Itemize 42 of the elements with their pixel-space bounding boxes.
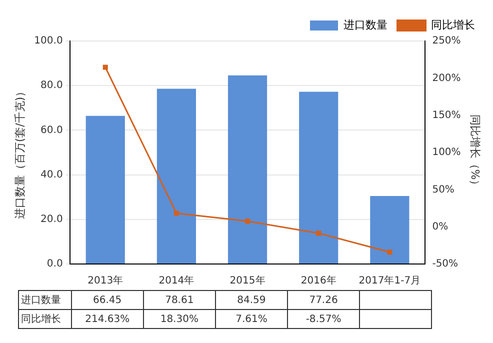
- bar: [86, 116, 125, 264]
- point: [387, 250, 392, 255]
- y-tick-label: 80.0: [40, 80, 63, 92]
- y2-tick-label: 50%: [432, 184, 454, 196]
- data-label: 66.45: [71, 290, 144, 310]
- text: 同比增长: [21, 314, 61, 325]
- y-tick-label: 40.0: [40, 169, 63, 180]
- y-tick-label: 0.0: [46, 258, 63, 270]
- y2-tick-label: 0%: [432, 221, 448, 232]
- x-tick-label: 2014年: [158, 274, 194, 287]
- point: [245, 218, 250, 224]
- data-label: 78.61: [143, 290, 216, 310]
- legend-label: 同比增长: [431, 18, 475, 32]
- point: [102, 64, 108, 70]
- legend-label: 进口数量: [344, 18, 388, 32]
- data-label: 84.59: [215, 290, 288, 310]
- y2-tick-label: -50%: [432, 258, 458, 270]
- y-tick-label: 100.0: [34, 36, 63, 47]
- bar: [228, 75, 268, 264]
- y-tick-label: 20.0: [40, 214, 63, 225]
- y2-tick-label: 100%: [432, 147, 461, 158]
- point: [174, 210, 179, 216]
- y2-tick-label: 150%: [432, 110, 461, 121]
- x-tick-label: 2013年: [88, 274, 124, 287]
- data-label: 214.63%: [71, 310, 144, 328]
- y2-tick-label: 200%: [432, 72, 461, 84]
- y-axis-title: 进口数量（百万(套/千克)）: [13, 86, 26, 220]
- data-label: 77.26: [288, 290, 360, 310]
- y2-axis-title: 同比增长（%）: [468, 114, 482, 191]
- data-label: -8.57%: [288, 310, 360, 328]
- bar: [370, 196, 410, 264]
- x-tick-label: 2016年: [300, 274, 336, 287]
- data-label: 7.61%: [215, 310, 288, 328]
- y2-tick-label: 250%: [432, 36, 461, 47]
- bar: [299, 92, 338, 264]
- bar: [156, 88, 196, 264]
- x-tick-label: 2017年1-7月: [358, 274, 421, 287]
- point: [316, 230, 322, 236]
- y-tick-label: 60.0: [40, 124, 63, 136]
- data-label: 18.30%: [143, 310, 216, 328]
- x-tick-label: 2015年: [230, 274, 266, 287]
- text: 进口数量: [21, 295, 61, 306]
